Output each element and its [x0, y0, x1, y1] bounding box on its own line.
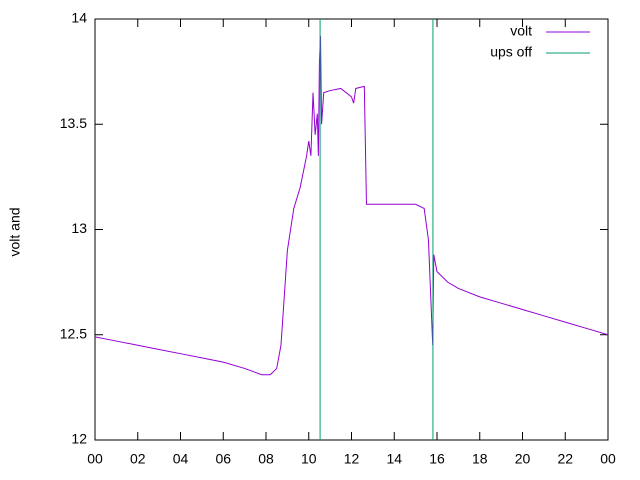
- legend-label: volt: [510, 23, 532, 39]
- x-tick-label: 08: [258, 451, 274, 467]
- plot-border: [94, 18, 609, 441]
- y-axis-label: volt and: [7, 207, 23, 256]
- data-line: [94, 35, 609, 376]
- x-tick-label: 10: [301, 451, 317, 467]
- x-tick-label: 12: [344, 451, 360, 467]
- y-tick-label: 14: [71, 10, 87, 26]
- y-tick-label: 12.5: [60, 325, 87, 341]
- y-tick-label: 13.5: [60, 115, 87, 131]
- y-tick-label: 12: [71, 431, 87, 447]
- x-tick-label: 00: [600, 451, 616, 467]
- x-tick-label: 04: [173, 451, 189, 467]
- y-tick-label: 13: [71, 220, 87, 236]
- x-tick-label: 00: [87, 451, 103, 467]
- legend-label: ups off: [490, 44, 532, 60]
- x-tick-label: 14: [386, 451, 402, 467]
- x-tick-label: 20: [515, 451, 531, 467]
- x-tick-label: 06: [215, 451, 231, 467]
- x-tick-label: 18: [472, 451, 488, 467]
- x-tick-label: 02: [130, 451, 146, 467]
- x-tick-label: 16: [429, 451, 445, 467]
- x-tick-label: 22: [557, 451, 573, 467]
